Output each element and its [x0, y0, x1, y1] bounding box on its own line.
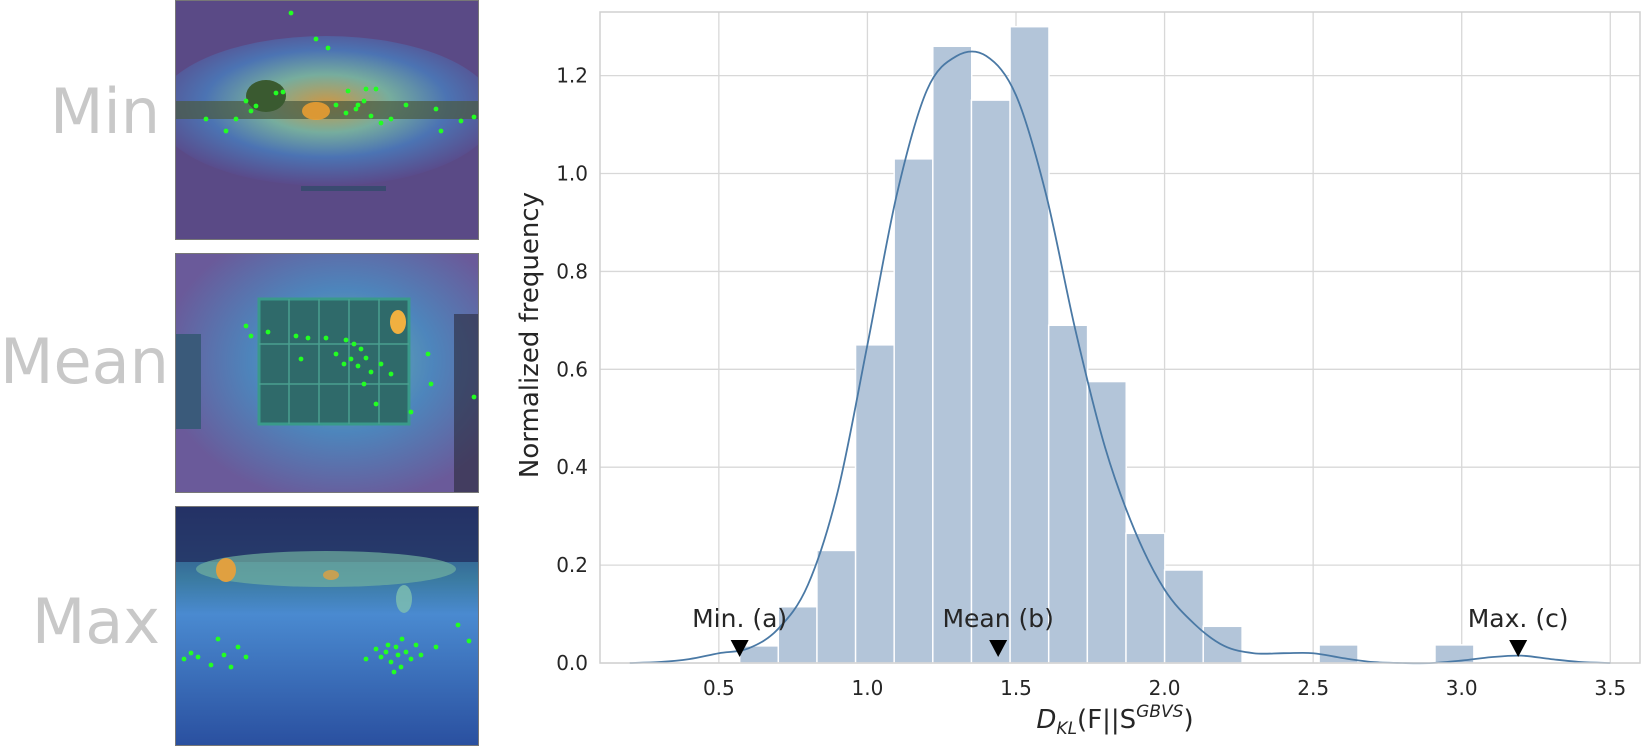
x-tick-label: 3.5: [1594, 676, 1626, 700]
row-label-min: Min: [49, 75, 160, 148]
heatmap-image-max: [175, 506, 479, 746]
annotation-label: Max. (c): [1468, 604, 1569, 633]
histogram-bar: [738, 645, 780, 664]
plot-frame: [599, 11, 1641, 664]
fixation-points: [243, 323, 477, 415]
y-tick-label: 0.2: [556, 553, 588, 577]
annotation-marker: Min. (a): [692, 604, 787, 657]
y-tick-label: 0.0: [556, 651, 588, 675]
heatmap-image-min: [175, 0, 479, 240]
x-tick-label: 0.5: [703, 676, 735, 700]
x-tick-label: 1.5: [1000, 676, 1032, 700]
histogram-bar: [932, 45, 973, 664]
axis-ticks: 0.5 1.0 1.5 2.0 2.5 3.0 3.5 0.0 0.2 0.4 0.6 0.8 1.0 1…: [556, 64, 1626, 700]
fixation-points: [203, 10, 477, 134]
marker-triangle-icon: [1509, 640, 1528, 657]
histogram-bar: [816, 549, 857, 664]
histogram-bar: [854, 344, 896, 664]
y-tick-label: 0.6: [556, 357, 588, 381]
annotation-label: Min. (a): [692, 604, 787, 633]
x-tick-label: 2.0: [1149, 676, 1181, 700]
annotation-label: Mean (b): [942, 604, 1053, 633]
fixation-points: [181, 622, 472, 675]
x-axis-label: DKL(F||SGBVS): [1036, 702, 1193, 739]
histogram-bar: [777, 605, 818, 664]
histogram-bars: [738, 25, 1475, 664]
histogram-bar: [1163, 569, 1205, 664]
y-axis-label: Normalized frequency: [515, 192, 545, 478]
annotation-marker: Max. (c): [1468, 604, 1569, 657]
y-tick-label: 1.0: [556, 162, 588, 186]
y-tick-label: 1.2: [556, 64, 588, 88]
histogram-bar: [970, 99, 1012, 664]
marker-triangle-icon: [989, 640, 1008, 657]
x-tick-label: 2.5: [1297, 676, 1329, 700]
x-tick-label: 1.0: [852, 676, 884, 700]
y-tick-label: 0.8: [556, 259, 588, 283]
histogram-bar: [1086, 380, 1127, 664]
y-tick-label: 0.4: [556, 455, 588, 479]
histogram-bar: [893, 158, 934, 664]
annotations: Min. (a) Mean (b) Max. (c): [692, 604, 1569, 657]
x-tick-label: 3.0: [1446, 676, 1478, 700]
row-label-mean: Mean: [0, 325, 169, 398]
row-label-max: Max: [31, 585, 160, 658]
annotation-marker: Mean (b): [942, 604, 1054, 657]
marker-triangle-icon: [730, 640, 749, 657]
histogram-bar: [1047, 324, 1089, 664]
histogram-bar: [1009, 25, 1050, 664]
heatmap-image-mean: [175, 253, 479, 493]
